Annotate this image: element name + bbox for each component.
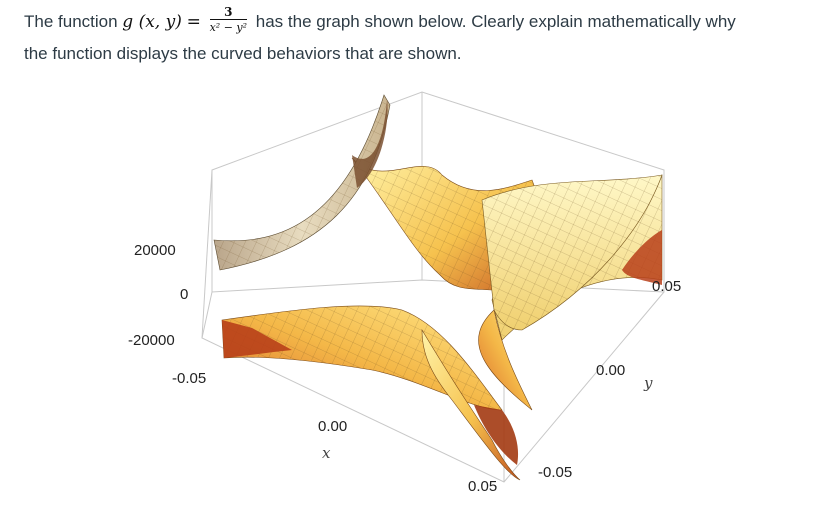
fraction-numerator: 3 bbox=[209, 6, 248, 20]
question-line-2: the function displays the curved behavio… bbox=[24, 44, 462, 63]
surface-lower-left bbox=[221, 305, 519, 465]
surface-right bbox=[478, 174, 663, 411]
question-text: The function g (x, y) = 3 x² − y² has th… bbox=[24, 6, 804, 70]
y-axis-label: y bbox=[644, 374, 653, 392]
question-suffix: has the graph shown below. Clearly expla… bbox=[255, 12, 736, 31]
fraction-denominator: x² − y² bbox=[209, 20, 248, 34]
surface-plot: 20000 0 -20000 -0.05 0.00 0.05 x -0.05 0… bbox=[122, 80, 706, 514]
question-line-1: The function g (x, y) = 3 x² − y² has th… bbox=[24, 6, 804, 38]
x-tick-label: 0.05 bbox=[468, 478, 498, 495]
y-tick-label: 0.00 bbox=[596, 362, 626, 379]
surface-plot-graphic bbox=[201, 91, 665, 483]
question-prefix: The function bbox=[24, 12, 118, 31]
z-tick-label: 0 bbox=[180, 286, 189, 303]
z-tick-label: -20000 bbox=[128, 332, 175, 349]
fraction: 3 x² − y² bbox=[209, 6, 248, 34]
x-tick-label: -0.05 bbox=[172, 370, 207, 387]
y-tick-label: 0.05 bbox=[652, 278, 682, 295]
x-axis-label: x bbox=[322, 444, 331, 462]
z-tick-label: 20000 bbox=[134, 242, 176, 259]
surface-upper-left bbox=[213, 94, 391, 271]
plot-box bbox=[201, 91, 665, 483]
y-tick-label: -0.05 bbox=[538, 464, 573, 481]
equals-sign: = bbox=[186, 12, 201, 32]
surface-front bbox=[421, 328, 521, 481]
function-name: g (x, y) bbox=[122, 12, 182, 32]
x-tick-label: 0.00 bbox=[318, 418, 348, 435]
